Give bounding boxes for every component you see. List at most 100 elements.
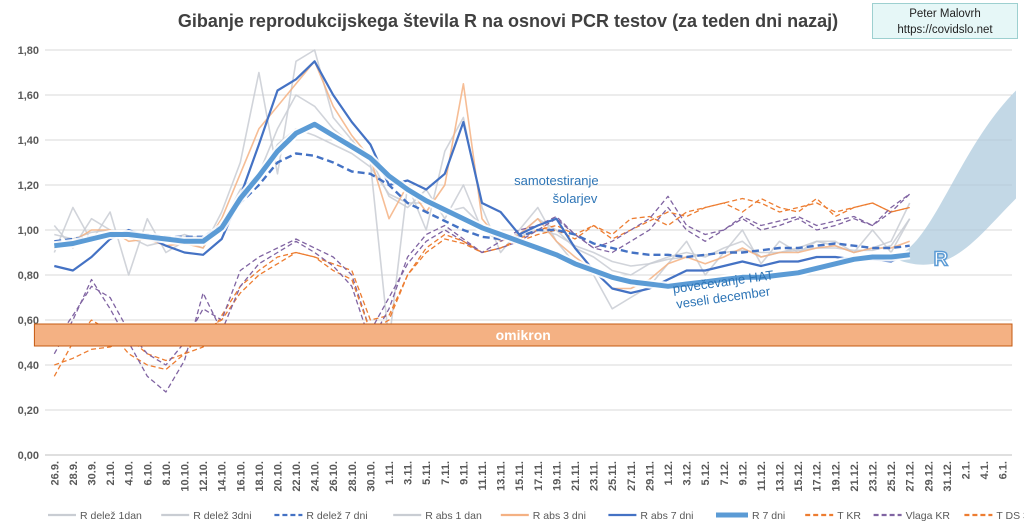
x-tick-label: 25.11.: [607, 461, 619, 491]
y-tick-label: 1,00: [18, 225, 39, 237]
x-tick-label: 1.11.: [384, 461, 396, 485]
legend-label: R delež 7 dni: [306, 510, 367, 522]
forecast-band-area: [891, 90, 1016, 265]
x-tick-label: 11.11.: [477, 461, 489, 490]
x-tick-label: 2.1.: [961, 461, 973, 479]
x-tick-label: 4.10.: [124, 461, 136, 485]
x-tick-label: 3.11.: [403, 461, 415, 485]
legend-label: R 7 dni: [752, 510, 785, 522]
x-axis-ticks: 26.9. 28.9. 30.9. 2.10. 4.10. 6.10. 8.10. 10.10…: [49, 461, 1009, 492]
x-tick-label: 30.10.: [365, 461, 377, 492]
annotation-label: samotestiranje: [514, 173, 599, 188]
series-line-3: [53, 49, 911, 344]
series-line-5: [54, 60, 911, 295]
x-tick-label: 11.12.: [756, 461, 768, 491]
x-tick-label: 9.12.: [737, 461, 749, 485]
legend-label: T DS 3 dni: [996, 510, 1024, 522]
legend-label: R abs 1 dan: [425, 510, 482, 522]
x-tick-label: 27.11.: [626, 461, 638, 491]
x-tick-label: 25.12.: [886, 461, 898, 492]
x-tick-label: 21.11.: [570, 461, 582, 491]
x-tick-label: 17.12.: [812, 461, 824, 492]
legend-item: T DS 3 dni: [964, 510, 1024, 522]
x-tick-label: 2.10.: [105, 461, 117, 485]
legend-label: R delež 3dni: [193, 510, 251, 522]
x-tick-label: 7.12.: [719, 461, 731, 485]
x-tick-label: 26.9.: [49, 461, 61, 485]
x-tick-label: 13.12.: [775, 461, 787, 492]
legend-label: Vlaga KR: [906, 510, 951, 522]
series-line-6: [54, 121, 910, 289]
x-tick-label: 24.10.: [310, 461, 322, 492]
x-tick-label: 26.10.: [328, 461, 340, 492]
x-tick-label: 15.12.: [793, 461, 805, 492]
x-tick-label: 20.10.: [272, 461, 284, 492]
legend-item: R delež 7 dni: [274, 510, 368, 522]
legend[interactable]: R delež 1dan R delež 3dni R delež 7 dni R a…: [48, 510, 1024, 522]
x-tick-label: 3.12.: [682, 461, 694, 485]
x-tick-label: 14.10.: [217, 461, 229, 492]
y-tick-label: 1,80: [18, 45, 39, 57]
x-tick-label: 4.1.: [979, 461, 991, 479]
x-tick-label: 5.11.: [421, 461, 433, 485]
x-tick-label: 31.12.: [942, 461, 954, 492]
series-line-4: [54, 60, 910, 290]
x-tick-label: 15.11.: [514, 461, 526, 491]
x-tick-label: 7.11.: [440, 461, 452, 485]
y-tick-label: 0,00: [18, 450, 39, 462]
x-tick-label: 6.1.: [998, 461, 1010, 479]
x-tick-label: 1.12.: [663, 461, 675, 485]
legend-item: R delež 3dni: [161, 510, 252, 522]
y-tick-label: 0,60: [18, 315, 39, 327]
x-tick-label: 23.12.: [868, 461, 880, 492]
attribution-box: Peter Malovrh https://covidslo.net: [872, 3, 1018, 39]
phase-bar: [33, 323, 1013, 347]
x-tick-label: 29.11.: [644, 461, 656, 491]
y-tick-label: 0,20: [18, 405, 39, 417]
y-tick-label: 1,40: [18, 135, 39, 147]
y-tick-label: 1,60: [18, 90, 39, 102]
x-tick-label: 19.11.: [551, 461, 563, 491]
x-tick-label: 23.11.: [589, 461, 601, 491]
x-tick-label: 28.9.: [68, 461, 80, 485]
author-name: Peter Malovrh: [909, 8, 981, 20]
legend-label: R abs 3 dni: [533, 510, 586, 522]
annotation-r-label: R: [934, 248, 949, 270]
legend-item: R delež 1dan: [48, 510, 142, 522]
x-tick-label: 22.10.: [291, 461, 303, 492]
annotation-label: šolarjev: [553, 191, 598, 206]
legend-item: R abs 7 dni: [608, 510, 694, 522]
legend-item: R abs 1 dan: [393, 510, 482, 522]
x-tick-label: 6.10.: [142, 461, 154, 485]
author-url[interactable]: https://covidslo.net: [897, 24, 993, 36]
x-tick-label: 19.12.: [830, 461, 842, 492]
x-tick-label: 18.10.: [254, 461, 266, 492]
legend-label: R abs 7 dni: [640, 510, 693, 522]
phase-label: omikron: [496, 327, 551, 343]
legend-item: R 7 dni: [716, 510, 785, 522]
x-tick-label: 13.11.: [496, 461, 508, 491]
phase-bars: univerze, vremeprekuževanje, 3. odmereko…: [24, 323, 1013, 347]
x-tick-label: 16.10.: [235, 461, 247, 492]
x-tick-label: 12.10.: [198, 461, 210, 492]
forecast-band: [891, 90, 1016, 265]
x-tick-label: 8.10.: [161, 461, 173, 485]
legend-item: Vlaga KR: [873, 510, 951, 522]
chart-title: Gibanje reprodukcijskega števila R na os…: [178, 11, 838, 31]
x-tick-label: 27.12.: [905, 461, 917, 492]
y-tick-label: 0,40: [18, 360, 39, 372]
y-tick-label: 0,80: [18, 270, 39, 282]
series-lines: [53, 49, 911, 393]
x-tick-label: 28.10.: [347, 461, 359, 492]
series-line-10: [53, 193, 911, 393]
x-tick-label: 9.11.: [458, 461, 470, 485]
x-tick-label: 10.10.: [179, 461, 191, 492]
legend-item: R abs 3 dni: [500, 510, 586, 522]
legend-label: R delež 1dan: [80, 510, 142, 522]
x-tick-label: 30.9.: [86, 461, 98, 485]
y-tick-label: 1,20: [18, 180, 39, 192]
legend-label: T KR: [837, 510, 861, 522]
x-tick-label: 17.11.: [533, 461, 545, 491]
